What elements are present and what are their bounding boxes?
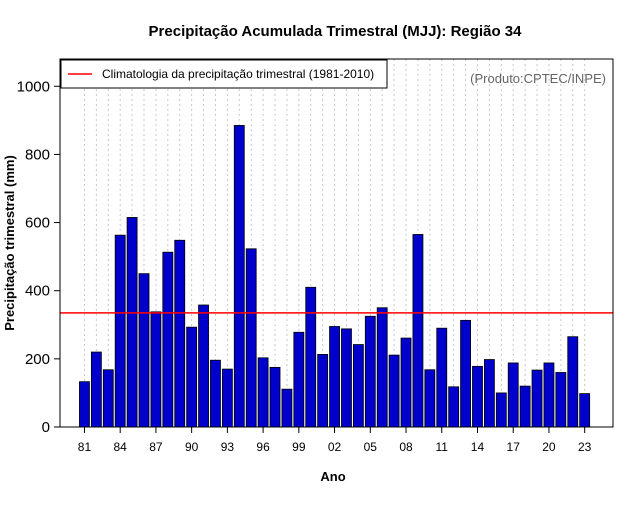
legend: Climatologia da precipitação trimestral … bbox=[60, 59, 388, 89]
bar-1993 bbox=[221, 368, 233, 428]
bar-2002 bbox=[329, 326, 340, 428]
y-tick-label: 600 bbox=[25, 215, 50, 232]
y-tick-label: 200 bbox=[25, 351, 50, 368]
bar-series bbox=[79, 125, 591, 428]
bar-1983 bbox=[102, 369, 114, 428]
bar-2005 bbox=[364, 315, 376, 428]
bar-2018 bbox=[519, 385, 531, 428]
x-tick-label: 81 bbox=[78, 440, 92, 454]
bar-2021 bbox=[555, 372, 567, 428]
bar-2019 bbox=[531, 369, 543, 428]
x-tick-label: 96 bbox=[256, 440, 270, 454]
bar-2001 bbox=[317, 354, 329, 428]
y-axis-label: Precipitação trimestral (mm) bbox=[2, 155, 17, 331]
bar-1995 bbox=[245, 248, 257, 428]
bar-1989 bbox=[174, 239, 186, 428]
bar-2007 bbox=[388, 354, 400, 428]
y-tick-label: 800 bbox=[25, 146, 50, 163]
x-tick-label: 87 bbox=[149, 440, 163, 454]
bar-1991 bbox=[198, 304, 209, 428]
x-tick-label: 90 bbox=[185, 440, 199, 454]
bar-1990 bbox=[186, 326, 198, 428]
bar-2004 bbox=[352, 344, 364, 428]
bar-2000 bbox=[305, 286, 317, 428]
bar-2016 bbox=[495, 392, 507, 428]
bar-1982 bbox=[90, 351, 102, 428]
x-tick-label: 93 bbox=[221, 440, 235, 454]
bar-2015 bbox=[483, 359, 495, 428]
y-axis: 0 200 400 600 800 1000 bbox=[17, 78, 60, 436]
bar-2017 bbox=[507, 362, 519, 428]
bar-1984 bbox=[114, 234, 126, 428]
bar-2009 bbox=[412, 234, 424, 428]
bar-2022 bbox=[567, 336, 579, 428]
product-credit: (Produto:CPTEC/INPE) bbox=[470, 71, 606, 86]
y-tick-label: 1000 bbox=[17, 78, 50, 95]
bar-2023 bbox=[579, 393, 591, 428]
x-tick-label: 17 bbox=[507, 440, 521, 454]
bar-2003 bbox=[341, 328, 352, 428]
bar-1999 bbox=[293, 331, 305, 428]
x-axis: 81 84 87 90 93 96 99 02 05 08 11 14 17 20 23 bbox=[78, 427, 592, 454]
bar-1988 bbox=[162, 251, 174, 428]
bar-1986 bbox=[138, 273, 150, 428]
bar-2014 bbox=[472, 365, 483, 428]
x-tick-label: 84 bbox=[114, 440, 128, 454]
bar-1998 bbox=[281, 388, 293, 428]
y-tick-label: 400 bbox=[25, 283, 50, 300]
bar-1997 bbox=[269, 366, 281, 428]
bar-2012 bbox=[448, 386, 460, 428]
x-tick-label: 23 bbox=[578, 440, 592, 454]
x-tick-label: 08 bbox=[399, 440, 413, 454]
x-tick-label: 14 bbox=[471, 440, 485, 454]
bar-2020 bbox=[543, 362, 555, 428]
bar-1985 bbox=[126, 217, 138, 428]
chart-title: Precipitação Acumulada Trimestral (MJJ):… bbox=[149, 23, 523, 40]
x-tick-label: 05 bbox=[364, 440, 378, 454]
bar-1992 bbox=[210, 359, 221, 428]
bar-1981 bbox=[79, 381, 90, 428]
plot-frame bbox=[59, 58, 614, 428]
bar-1996 bbox=[257, 357, 269, 428]
legend-label-climatology: Climatologia da precipitação trimestral … bbox=[102, 67, 374, 81]
legend-box bbox=[60, 59, 388, 89]
bar-1987 bbox=[150, 311, 162, 428]
bar-2011 bbox=[436, 327, 448, 428]
x-tick-label: 02 bbox=[328, 440, 342, 454]
x-tick-label: 20 bbox=[542, 440, 556, 454]
bar-2013 bbox=[460, 319, 471, 428]
bar-2008 bbox=[400, 337, 412, 428]
y-tick-label: 0 bbox=[42, 419, 50, 436]
x-axis-label: Ano bbox=[320, 469, 345, 484]
bar-1994 bbox=[233, 125, 245, 428]
x-tick-label: 11 bbox=[436, 440, 449, 454]
x-tick-label: 99 bbox=[292, 440, 306, 454]
bar-2006 bbox=[376, 307, 388, 428]
bar-2010 bbox=[424, 369, 436, 428]
